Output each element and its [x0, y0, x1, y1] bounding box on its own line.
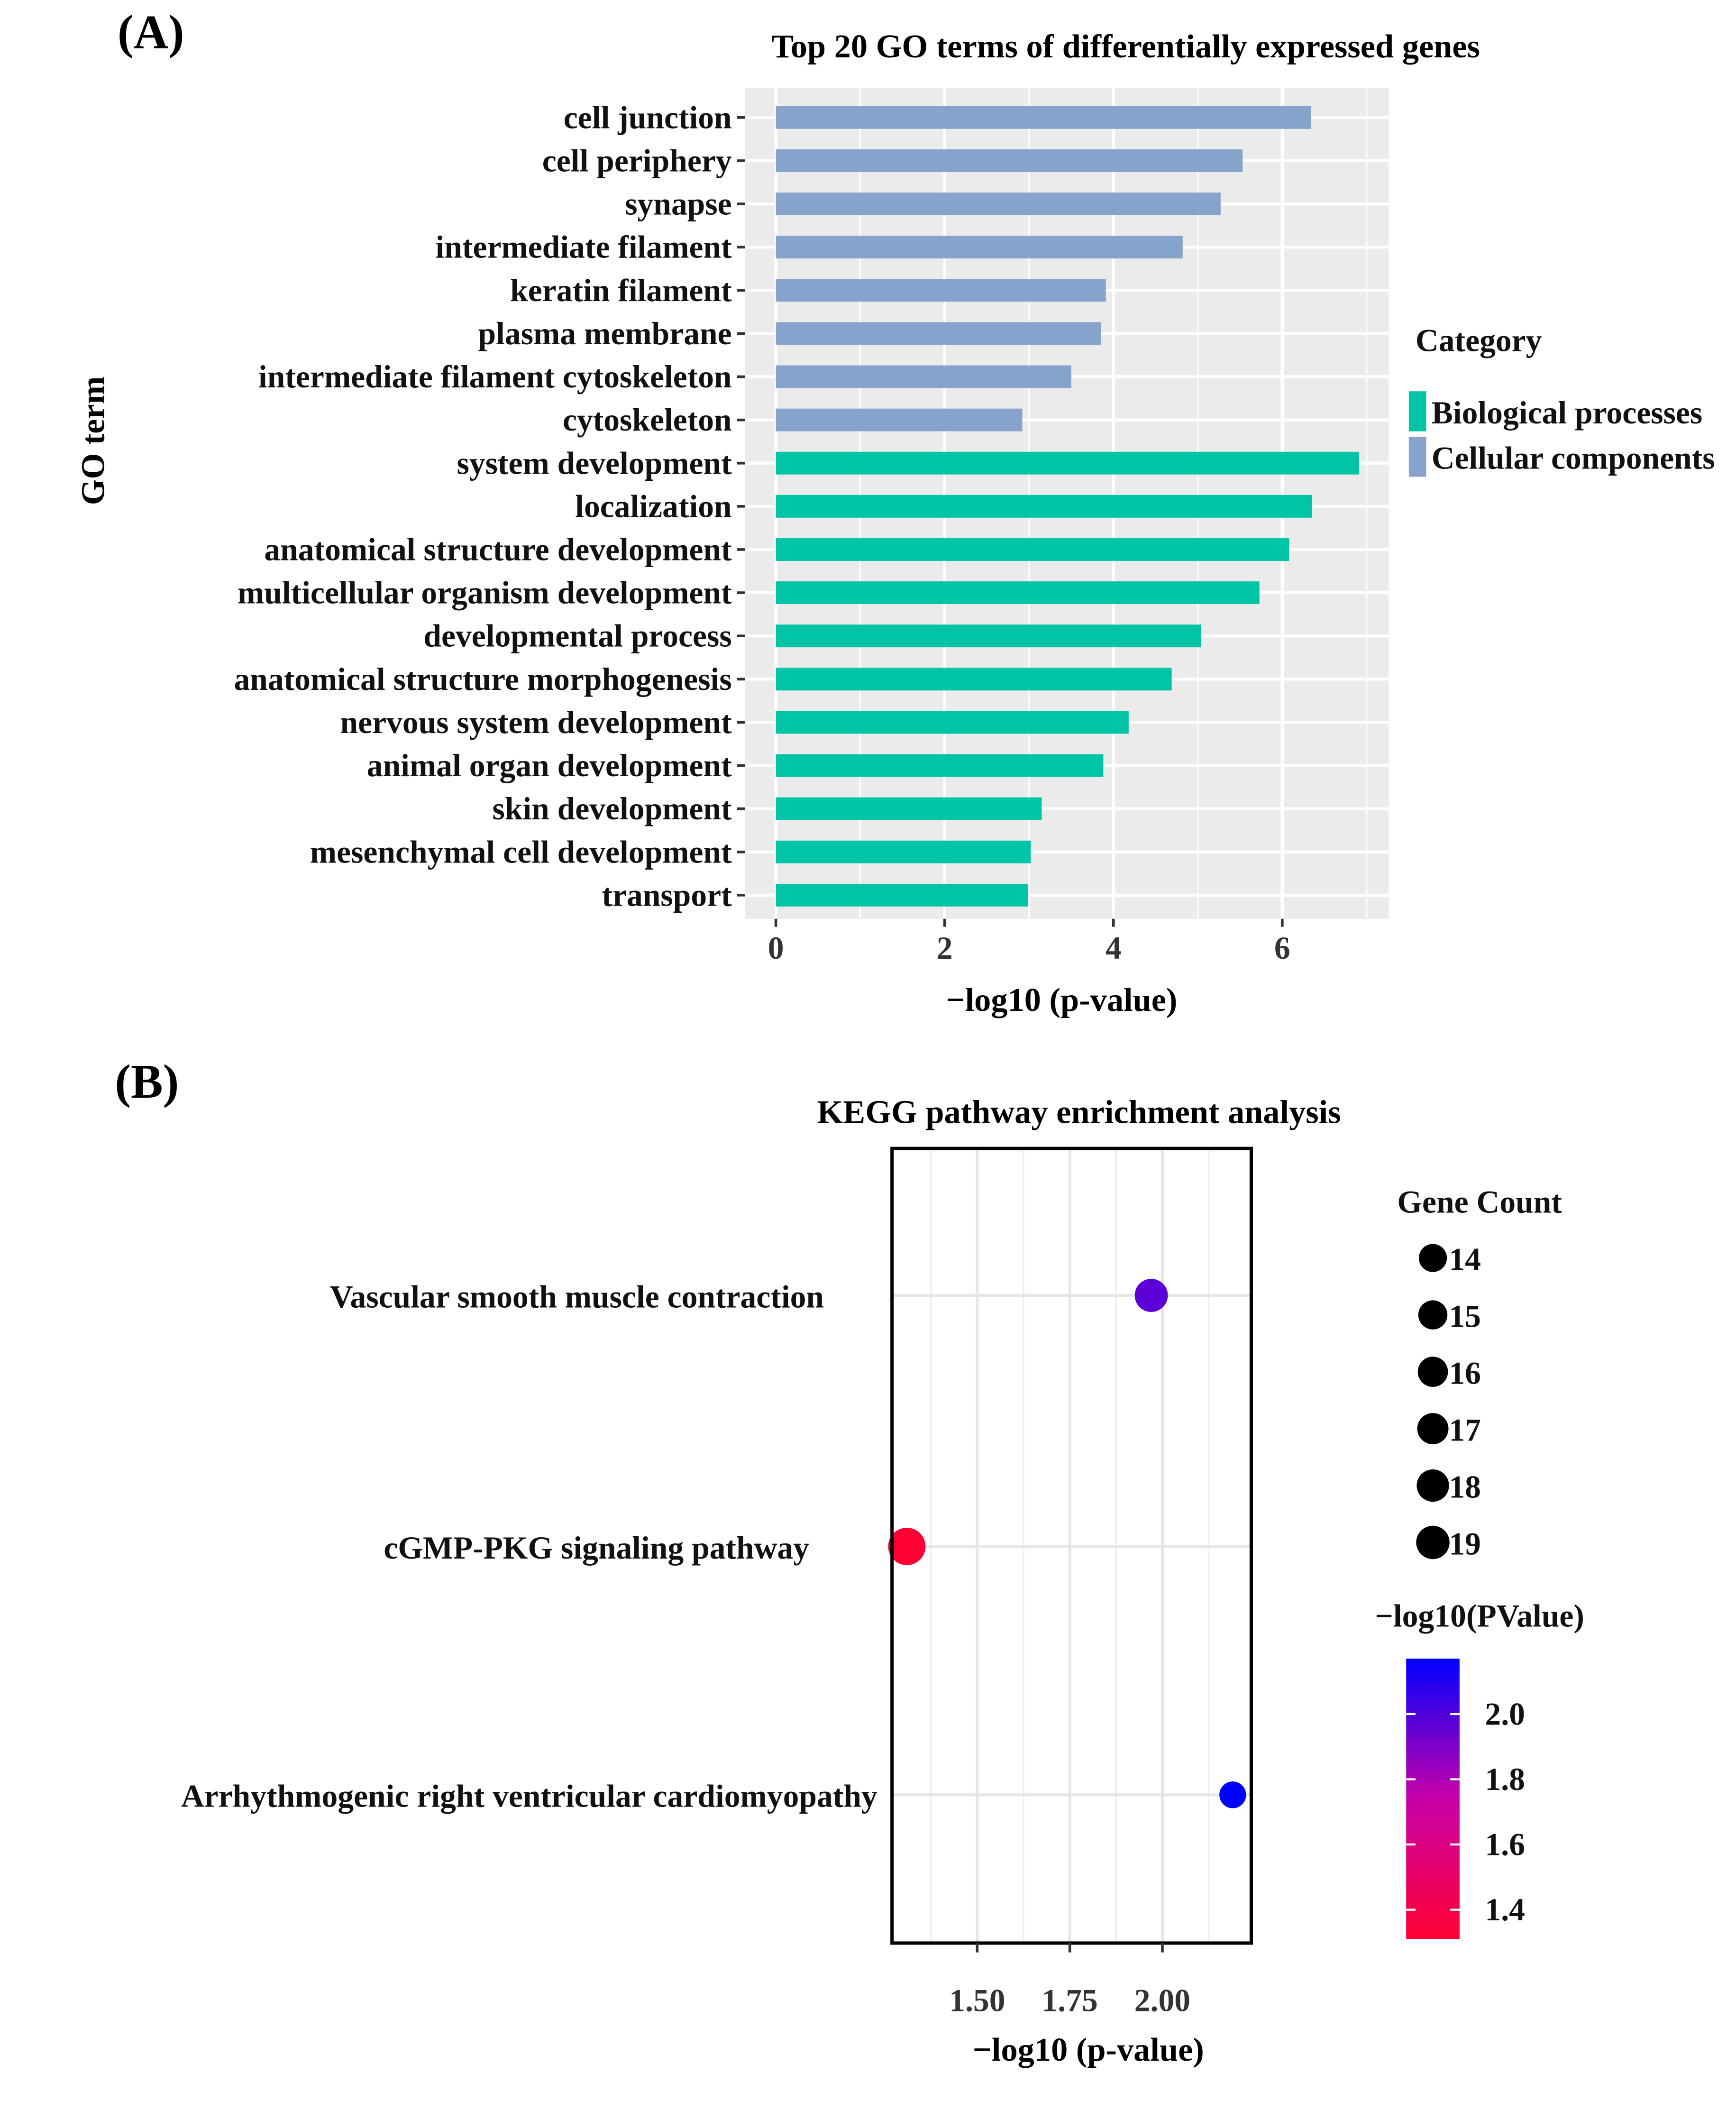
kegg-pathway-label: Arrhythmogenic right ventricular cardiom… [181, 1779, 877, 1814]
go-term-label: anatomical structure morphogenesis [234, 661, 731, 697]
go-term-label: multicellular organism development [238, 575, 732, 611]
go-term-label: developmental process [423, 618, 731, 654]
kegg-pathway-label: cGMP-PKG signaling pathway [384, 1530, 809, 1566]
legend-label-biological: Biological processes [1432, 395, 1702, 431]
go-term-label: cytoskeleton [563, 402, 732, 438]
go-bar [776, 149, 1243, 172]
go-bar [776, 538, 1289, 561]
gene-count-legend-dot [1417, 1357, 1448, 1387]
gene-count-legend-dot [1416, 1525, 1450, 1560]
gene-count-legend-label: 16 [1449, 1355, 1481, 1391]
kegg-point [1219, 1781, 1246, 1808]
gene-count-legend-label: 15 [1449, 1298, 1481, 1334]
go-bar [776, 408, 1023, 431]
kegg-point [888, 1528, 926, 1565]
go-bar [776, 711, 1129, 734]
gene-count-legend-dot [1418, 1244, 1447, 1272]
go-bar [776, 279, 1106, 302]
go-bar [776, 236, 1183, 259]
go-bar [776, 754, 1104, 777]
go-bar [776, 624, 1201, 648]
gene-count-legend-label: 19 [1449, 1526, 1481, 1561]
go-term-label: mesenchymal cell development [310, 834, 732, 870]
go-term-label: plasma membrane [478, 316, 732, 351]
kegg-x-tick-label: 1.75 [1042, 1983, 1098, 2018]
go-term-label: cell periphery [542, 143, 732, 178]
go-term-label: localization [575, 488, 731, 524]
go-legend: Category Biological processes Cellular c… [1408, 323, 1715, 477]
colorbar-tick-label: 2.0 [1485, 1696, 1525, 1732]
go-term-label: synapse [625, 186, 731, 222]
go-term-label: animal organ development [367, 748, 732, 783]
go-bar [776, 883, 1028, 907]
go-bar [776, 581, 1260, 605]
go-bar [776, 797, 1042, 820]
panel-label-b: (B) [115, 1055, 179, 1108]
kegg-pathway-label: Vascular smooth muscle contraction [330, 1279, 824, 1314]
go-x-axis-title: −log10 (p-value) [946, 982, 1177, 1018]
go-bar [776, 495, 1312, 518]
gene-count-legend-dot [1416, 1469, 1449, 1502]
go-term-label: anatomical structure development [264, 532, 732, 568]
go-term-label: intermediate filament cytoskeleton [258, 359, 732, 394]
go-term-label: transport [602, 877, 732, 913]
gene-count-legend-label: 17 [1449, 1412, 1481, 1448]
go-bar [776, 322, 1101, 345]
gene-count-legend-title: Gene Count [1397, 1184, 1562, 1220]
go-chart-title: Top 20 GO terms of differentially expres… [771, 28, 1480, 65]
pvalue-legend-title: −log10(PValue) [1375, 1598, 1584, 1633]
go-bar [776, 365, 1071, 388]
gene-count-legend-dot [1418, 1300, 1448, 1330]
legend-label-cellular: Cellular components [1432, 440, 1715, 476]
go-x-tick-label: 4 [1106, 930, 1122, 966]
gene-count-legend-label: 18 [1449, 1469, 1481, 1505]
go-bar [776, 451, 1359, 475]
pvalue-colorbar [1406, 1659, 1460, 1939]
kegg-plot-border [890, 1147, 1253, 1945]
go-legend-title: Category [1416, 323, 1542, 358]
go-term-label: skin development [492, 791, 732, 826]
legend-swatch-biological [1408, 391, 1426, 431]
kegg-point [1134, 1279, 1168, 1312]
colorbar-tick-label: 1.6 [1485, 1827, 1525, 1862]
panel-label-a: (A) [118, 5, 184, 58]
gene-count-legend-label: 14 [1449, 1241, 1481, 1277]
kegg-chart-title: KEGG pathway enrichment analysis [817, 1094, 1341, 1131]
go-bar [776, 193, 1221, 216]
colorbar-tick-label: 1.8 [1485, 1761, 1525, 1797]
go-bar [776, 840, 1031, 863]
kegg-x-tick-label: 2.00 [1134, 1983, 1190, 2018]
go-term-label: intermediate filament [436, 229, 732, 265]
kegg-x-tick-label: 1.50 [949, 1983, 1005, 2018]
go-x-tick-label: 0 [768, 930, 784, 966]
go-x-tick-label: 6 [1274, 930, 1290, 966]
go-bar [776, 668, 1172, 691]
go-term-label: keratin filament [510, 273, 732, 308]
go-term-label: nervous system development [340, 705, 732, 740]
go-bar [776, 106, 1311, 129]
go-term-label: system development [457, 445, 732, 481]
go-y-axis-title: GO term [75, 376, 112, 505]
go-x-tick-label: 2 [937, 930, 953, 966]
colorbar-tick-label: 1.4 [1485, 1892, 1525, 1927]
kegg-x-axis-title: −log10 (p-value) [973, 2031, 1204, 2068]
go-term-label: cell junction [564, 100, 732, 135]
legend-swatch-cellular [1408, 436, 1426, 477]
gene-count-legend-dot [1417, 1413, 1449, 1444]
